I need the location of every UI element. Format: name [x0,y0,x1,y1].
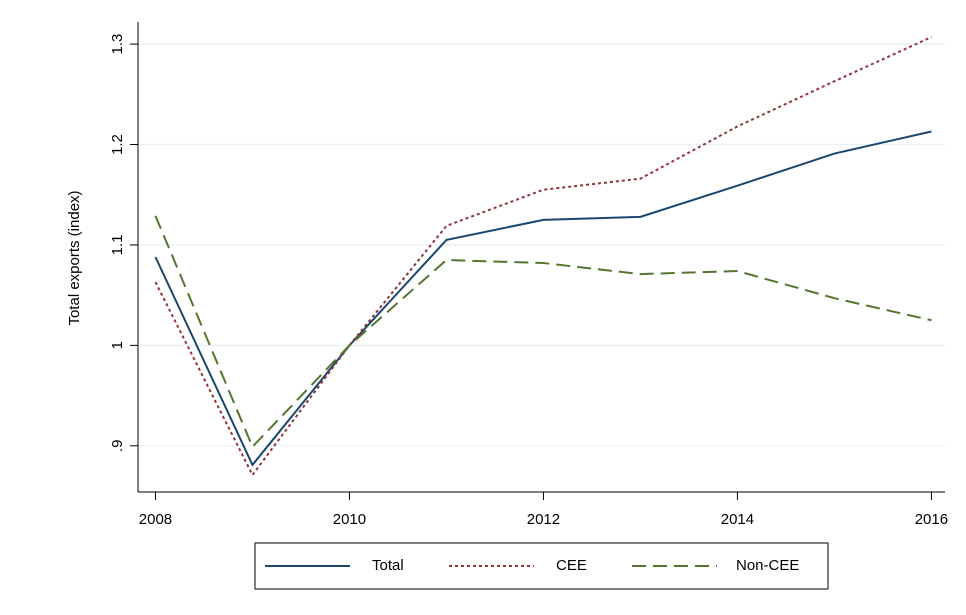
x-tick-label: 2012 [527,511,560,528]
x-tick-label: 2008 [139,511,172,528]
legend-label: CEE [556,557,587,574]
x-tick-label: 2010 [333,511,366,528]
legend-box [254,542,829,590]
y-tick-label: 1 [109,341,126,349]
series-line [154,215,932,449]
y-axis-label: Total exports (index) [66,190,83,325]
y-tick-label: .9 [109,440,126,453]
legend-label: Total [372,557,404,574]
y-tick-label: 1.2 [109,134,126,155]
legend-label: Non-CEE [736,557,799,574]
x-tick-label: 2014 [721,511,754,528]
x-tick-label: 2016 [915,511,948,528]
y-tick-label: 1.1 [109,235,126,256]
series-line [154,130,932,467]
series-line [154,36,932,477]
y-tick-label: 1.3 [109,34,126,55]
